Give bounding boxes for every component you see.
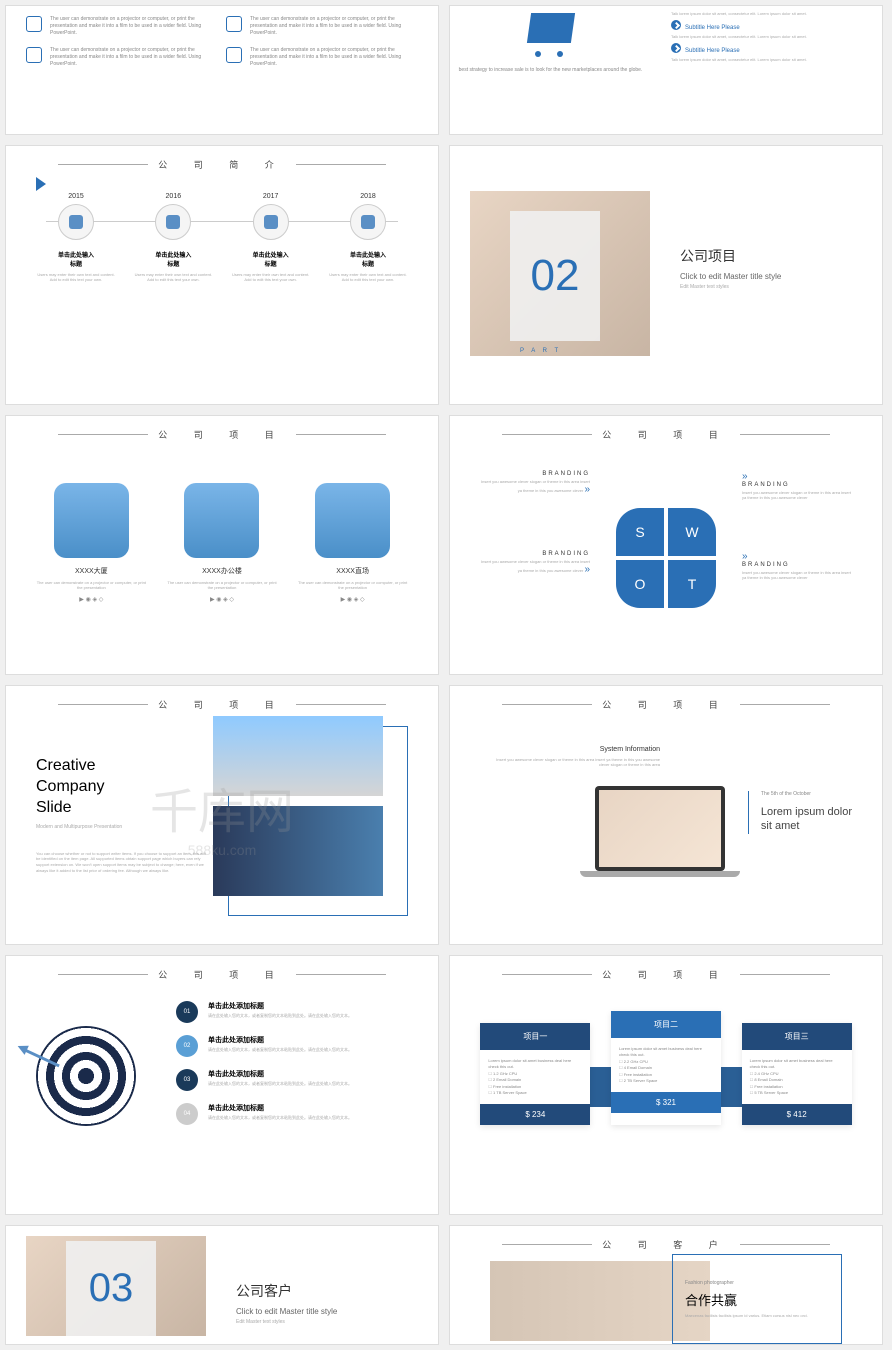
pricing-card[interactable]: 项目一Lorem ipsum dolor sit amet business d… [480,1023,590,1125]
building-image [184,483,259,558]
section-label: P A R T [520,348,561,354]
swot-t: T [668,560,716,608]
slide-features: The user can demonstrate on a projector … [5,5,439,135]
slide-target: 公 司 项 目 01单击此处添加标题请在此处输入您的文本，或者复制您的文本粘贴到… [5,955,439,1215]
pricing-card[interactable]: 项目三Lorem ipsum dolor sit amet business d… [742,1023,852,1125]
target-item: 02单击此处添加标题请在此处输入您的文本，或者复制您的文本粘贴到此处。请在此处输… [176,1035,408,1057]
feature-item: The user can demonstrate on a projector … [226,47,416,68]
feature-item: The user can demonstrate on a projector … [26,16,216,37]
feature-text: The user can demonstrate on a projector … [50,47,216,68]
slide-partner: 公 司 客 户 Fashion photographer 合作共赢 Maecen… [449,1225,883,1345]
feature-text: The user can demonstrate on a projector … [250,16,416,37]
slide-header: 公 司 项 目 [158,968,286,981]
slide-header: 公 司 项 目 [602,428,730,441]
slide-header: 公 司 简 介 [158,158,286,171]
timeline-year: 2016 [133,193,213,200]
timeline-year: 2018 [328,193,408,200]
slide-header: 公 司 项 目 [602,968,730,981]
timeline-node: 2016单击此处输入标题Users may enter their own te… [133,193,213,282]
doc-icon [226,47,242,63]
building-item: XXXX办公楼The user can demonstrate on a pro… [167,483,277,603]
timeline-year: 2017 [231,193,311,200]
gear-icon [264,215,278,229]
subtitle-link[interactable]: Subtitle Here Please [685,48,740,54]
slide-cart: best strategy to increase sale is to loo… [449,5,883,135]
feature-item: The user can demonstrate on a projector … [226,16,416,37]
section-number: 02 [510,211,600,341]
price: $ 234 [480,1104,590,1125]
timeline-node: 2018单击此处输入标题Users may enter their own te… [328,193,408,282]
building-item: XXXX大厦The user can demonstrate on a proj… [36,483,146,603]
slide-section-03: 03 公司客户 Click to edit Master title style… [5,1225,439,1345]
timeline-node: 2017单击此处输入标题Users may enter their own te… [231,193,311,282]
section-subtitle2: Edit Master text styles [680,284,781,290]
price: $ 412 [742,1104,852,1125]
swot-diagram: S W O T [616,508,716,608]
cart-icon [521,11,581,61]
section-title: 公司项目 [680,246,781,266]
swot-text: BRANDINGInsert you awesome clever slogan… [480,471,590,495]
slide-swot: 公 司 项 目 S W O T BRANDINGInsert you aweso… [449,415,883,675]
slide-section-02: 02 P A R T 公司项目 Click to edit Master tit… [449,145,883,405]
clipboard-icon [226,16,242,32]
film-icon [69,215,83,229]
creative-title: CreativeCompanySlide Modern and Multipur… [36,756,206,873]
building-image [315,483,390,558]
cart-text: best strategy to increase sale is to loo… [455,67,646,73]
section-subtitle2: Edit Master text styles [236,1319,337,1325]
system-info: System InformationInsert you awesome cle… [490,746,660,767]
laptop-right: The 5th of the OctoberLorem ipsum dolors… [748,791,852,834]
timeline-node: 2015单击此处输入标题Users may enter their own te… [36,193,116,282]
arrow-icon [671,20,681,30]
section-number: 03 [66,1241,156,1336]
target-graphic [36,1026,136,1126]
slide-header: 公 司 客 户 [602,1238,730,1251]
megaphone-icon [166,215,180,229]
heart-icon [26,16,42,32]
swot-text: BRANDINGInsert you awesome clever slogan… [480,551,590,575]
slide-pricing: 公 司 项 目 项目一Lorem ipsum dolor sit amet bu… [449,955,883,1215]
slide-header: 公 司 项 目 [158,428,286,441]
media-icons[interactable]: ▶ ◉ ◈ ◇ [298,596,408,603]
feature-item: The user can demonstrate on a projector … [26,47,216,68]
section-subtitle: Click to edit Master title style [236,1307,337,1316]
creative-image-2 [213,806,383,896]
subtitle-link[interactable]: Subtitle Here Please [685,25,740,31]
slide-creative: 公 司 项 目 CreativeCompanySlide Modern and … [5,685,439,945]
target-item: 01单击此处添加标题请在此处输入您的文本，或者复制您的文本粘贴到此处。请在此处输… [176,1001,408,1023]
swot-text: » BRANDINGInsert you awesome clever slog… [742,471,852,500]
timeline-year: 2015 [36,193,116,200]
copy-icon [26,47,42,63]
building-item: XXXX直场The user can demonstrate on a proj… [298,483,408,603]
arrow-icon [671,43,681,53]
slide-timeline: 公 司 简 介 2015单击此处输入标题Users may enter thei… [5,145,439,405]
slide-header: 公 司 项 目 [602,698,730,711]
media-icons[interactable]: ▶ ◉ ◈ ◇ [36,596,146,603]
swot-o: O [616,560,664,608]
star-icon [361,215,375,229]
swot-text: » BRANDINGInsert you awesome clever slog… [742,551,852,580]
building-image [54,483,129,558]
swot-w: W [668,508,716,556]
swot-s: S [616,508,664,556]
target-item: 04单击此处添加标题请在此处输入您的文本，或者复制您的文本粘贴到此处。请在此处输… [176,1103,408,1125]
feature-text: The user can demonstrate on a projector … [250,47,416,68]
laptop-graphic [580,786,740,886]
section-subtitle: Click to edit Master title style [680,272,781,281]
slide-laptop: 公 司 项 目 System InformationInsert you awe… [449,685,883,945]
section-title: 公司客户 [236,1281,337,1301]
slide-header: 公 司 项 目 [158,698,286,711]
pricing-card[interactable]: 项目二Lorem ipsum dolor sit amet business d… [611,1011,721,1125]
creative-image-1 [213,716,383,796]
price: $ 321 [611,1092,721,1113]
slide-buildings: 公 司 项 目 XXXX大厦The user can demonstrate o… [5,415,439,675]
partner-box: Fashion photographer 合作共赢 Maecenas facil… [672,1254,842,1344]
subtitle-desc: Talk lorem ipsum dolor sit amet, consect… [671,57,862,62]
feature-text: The user can demonstrate on a projector … [50,16,216,37]
target-item: 03单击此处添加标题请在此处输入您的文本，或者复制您的文本粘贴到此处。请在此处输… [176,1069,408,1091]
media-icons[interactable]: ▶ ◉ ◈ ◇ [167,596,277,603]
